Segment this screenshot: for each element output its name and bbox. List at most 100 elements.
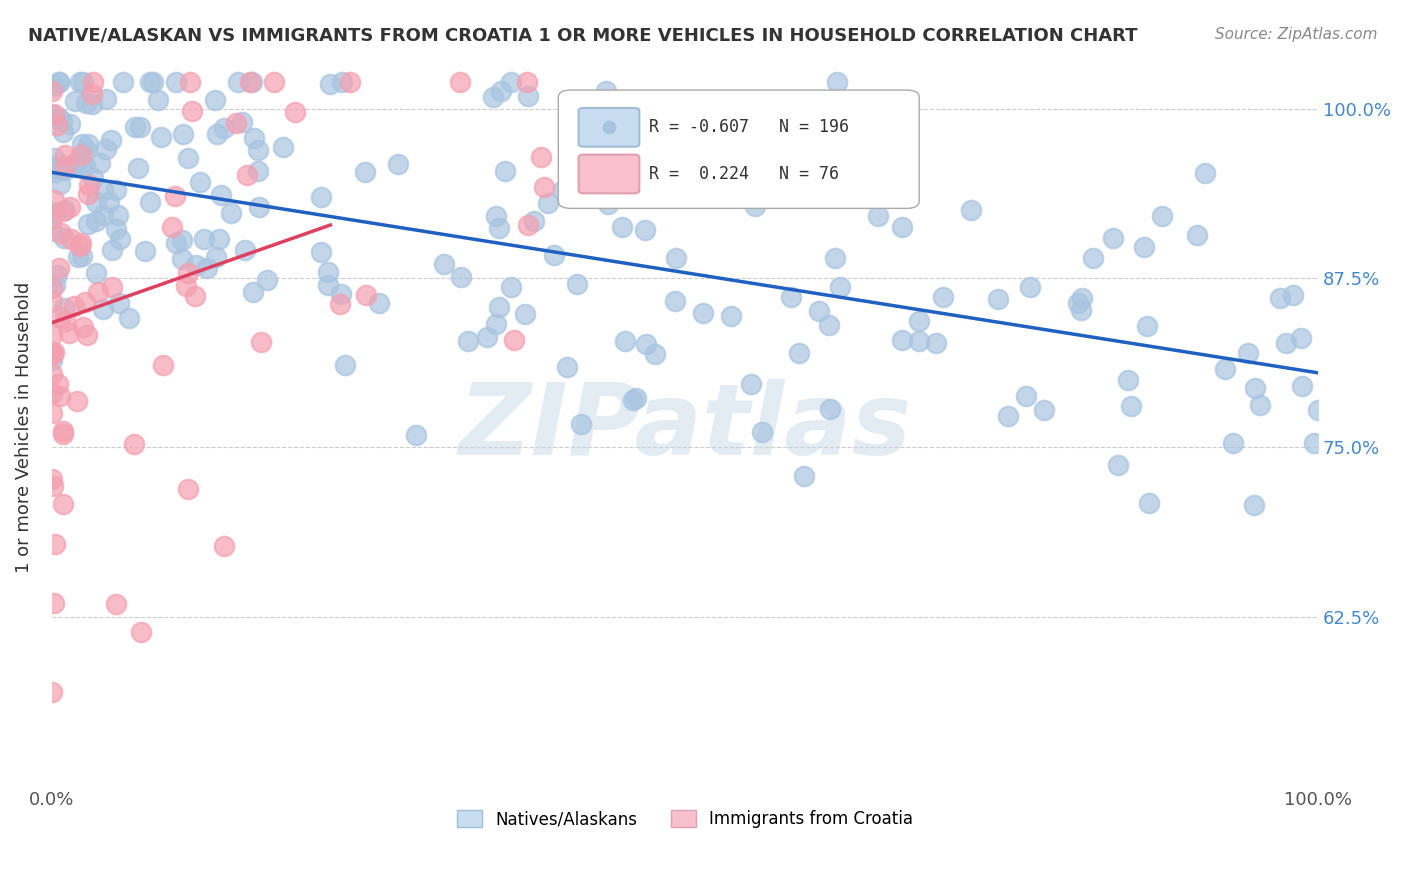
Point (177, 482, 200, 496)
Point (205, 250, 228, 264)
Point (263, 75, 285, 89)
Point (170, 234, 193, 248)
Point (225, 116, 247, 130)
Point (250, 335, 273, 350)
Point (1018, 280, 1040, 294)
Point (987, 292, 1010, 306)
Point (233, 243, 256, 257)
Point (45, 268, 67, 282)
Point (72, 75, 94, 89)
Point (41, 472, 63, 486)
Point (48, 377, 70, 392)
Point (59, 159, 82, 173)
Point (41, 224, 63, 238)
Point (165, 75, 187, 89)
Point (494, 164, 516, 178)
Point (1102, 231, 1125, 245)
Point (53, 162, 76, 177)
Point (139, 194, 162, 209)
Point (517, 89, 540, 103)
Point (104, 183, 127, 197)
Point (163, 188, 186, 202)
Point (664, 294, 686, 309)
Point (66, 394, 89, 409)
Point (82, 75, 104, 89)
Point (744, 199, 766, 213)
Point (925, 335, 948, 350)
Point (1268, 291, 1291, 305)
Point (70, 136, 93, 151)
Point (184, 289, 207, 303)
Point (165, 235, 187, 250)
Point (433, 257, 456, 271)
Point (205, 127, 228, 141)
Point (1222, 436, 1244, 450)
Point (457, 334, 479, 349)
Point (242, 285, 264, 300)
Point (751, 425, 773, 439)
Point (193, 232, 215, 246)
Point (76, 217, 98, 231)
Point (82, 96, 104, 111)
Point (551, 183, 574, 197)
Point (1107, 458, 1129, 472)
Point (42, 478, 65, 492)
FancyBboxPatch shape (578, 108, 640, 146)
Point (243, 130, 266, 145)
Point (70, 249, 93, 263)
Point (181, 104, 204, 119)
Point (42, 596, 65, 610)
Point (501, 280, 523, 294)
Point (891, 220, 914, 235)
Point (89, 156, 111, 170)
Point (828, 279, 851, 293)
Point (112, 75, 135, 89)
Point (1119, 399, 1142, 413)
Point (598, 197, 620, 211)
Point (142, 75, 165, 89)
Point (219, 206, 242, 220)
Point (91, 208, 114, 222)
Point (67, 251, 90, 265)
Point (1133, 240, 1156, 254)
Point (52, 424, 75, 438)
Point (41, 211, 63, 226)
Point (1194, 166, 1216, 180)
Point (665, 252, 688, 266)
Point (644, 347, 666, 361)
Point (42, 206, 65, 220)
Point (818, 401, 841, 416)
Point (93, 182, 115, 196)
Point (932, 291, 955, 305)
Point (1291, 379, 1313, 393)
Point (42, 345, 65, 359)
Point (42, 79, 65, 94)
Point (450, 270, 472, 285)
Point (188, 175, 211, 189)
Point (108, 296, 131, 310)
Point (76, 328, 98, 343)
Point (720, 309, 742, 323)
Point (530, 150, 553, 164)
Point (48, 261, 70, 276)
Point (699, 102, 721, 116)
Point (959, 202, 981, 217)
Point (52, 204, 75, 219)
Point (214, 120, 236, 135)
Point (84, 267, 107, 281)
Point (53, 314, 76, 328)
Text: R = -0.607   N = 196: R = -0.607 N = 196 (650, 119, 849, 136)
Point (787, 346, 810, 360)
Point (817, 318, 839, 332)
Point (557, 360, 579, 375)
Point (1033, 403, 1056, 417)
Point (129, 120, 152, 134)
Point (1137, 496, 1160, 510)
Point (1213, 361, 1236, 376)
Point (211, 187, 233, 202)
Point (449, 75, 471, 89)
Point (311, 190, 333, 204)
Point (93, 301, 115, 316)
Point (316, 265, 339, 279)
Point (41, 353, 63, 368)
